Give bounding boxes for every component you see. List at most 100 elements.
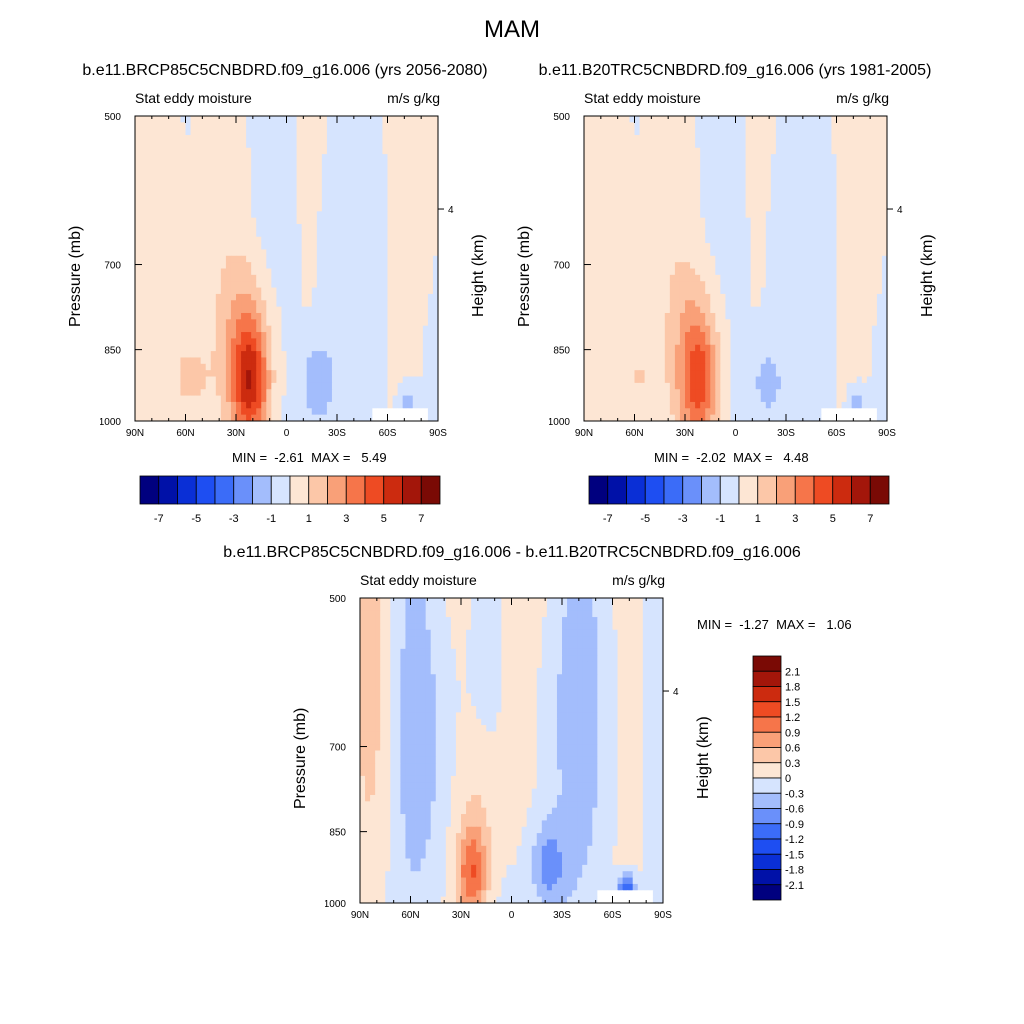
contour-cell xyxy=(700,192,706,199)
contour-cell xyxy=(281,243,287,250)
contour-cell xyxy=(135,243,141,250)
contour-cell xyxy=(871,268,878,276)
contour-cell xyxy=(659,224,666,231)
contour-cell xyxy=(387,408,393,416)
contour-cell xyxy=(871,293,878,301)
contour-cell xyxy=(402,185,409,193)
contour-cell xyxy=(160,262,166,269)
contour-cell xyxy=(291,211,297,219)
contour-cell xyxy=(664,192,671,199)
contour-cell xyxy=(432,147,439,155)
contour-cell xyxy=(200,332,207,339)
contour-cell xyxy=(669,255,676,263)
contour-cell xyxy=(331,306,338,314)
contour-cell xyxy=(236,281,242,288)
contour-cell xyxy=(629,300,635,308)
contour-cell xyxy=(251,135,257,142)
contour-cell xyxy=(286,262,292,269)
contour-cell xyxy=(220,351,227,358)
contour-cell xyxy=(639,192,645,199)
contour-cell xyxy=(321,395,328,403)
contour-cell xyxy=(866,287,873,295)
contour-cell xyxy=(851,204,858,212)
contour-cell xyxy=(861,173,868,180)
contour-cell xyxy=(584,185,590,193)
contour-cell xyxy=(745,312,752,320)
contour-cell xyxy=(871,147,878,155)
contour-cell xyxy=(811,160,817,168)
contour-cell xyxy=(846,293,853,301)
panel-2-variable-label: Stat eddy moisture xyxy=(584,90,701,106)
contour-cell xyxy=(321,116,328,123)
contour-cell xyxy=(251,312,257,320)
contour-cell xyxy=(200,389,207,396)
contour-cell xyxy=(856,128,863,136)
contour-cell xyxy=(806,116,812,123)
contour-cell xyxy=(251,408,257,416)
contour-cell xyxy=(377,389,383,396)
contour-cell xyxy=(306,255,313,263)
contour-cell xyxy=(422,312,429,320)
contour-cell xyxy=(362,293,368,301)
contour-cell xyxy=(266,370,272,377)
contour-cell xyxy=(417,230,424,238)
contour-cell xyxy=(780,224,787,231)
contour-cell xyxy=(382,351,388,358)
contour-cell xyxy=(342,319,348,327)
contour-cell xyxy=(407,230,414,238)
contour-cell xyxy=(185,249,191,257)
contour-cell xyxy=(831,230,837,238)
contour-cell xyxy=(387,306,393,314)
contour-cell xyxy=(649,224,656,231)
contour-cell xyxy=(241,147,247,155)
contour-cell xyxy=(377,357,383,365)
contour-cell xyxy=(301,306,308,314)
contour-cell xyxy=(140,116,146,123)
contour-cell xyxy=(342,236,348,244)
contour-cell xyxy=(876,274,883,282)
contour-cell xyxy=(584,116,590,123)
contour-cell xyxy=(654,154,661,161)
contour-cell xyxy=(205,338,212,346)
contour-cell xyxy=(745,192,752,199)
contour-cell xyxy=(644,319,651,327)
contour-cell xyxy=(745,306,752,314)
contour-cell xyxy=(685,325,691,333)
contour-cell xyxy=(669,312,676,320)
contour-cell xyxy=(326,211,333,219)
contour-cell xyxy=(866,141,873,149)
contour-cell xyxy=(145,179,151,187)
contour-cell xyxy=(841,268,847,276)
contour-cell xyxy=(816,179,822,187)
contour-cell xyxy=(215,198,222,206)
contour-cell xyxy=(397,287,404,295)
contour-cell xyxy=(770,262,777,269)
contour-cell xyxy=(215,274,222,282)
contour-cell xyxy=(826,287,832,295)
contour-cell xyxy=(644,306,651,314)
contour-cell xyxy=(175,224,181,231)
contour-cell xyxy=(700,173,706,180)
contour-cell xyxy=(200,351,207,358)
contour-cell xyxy=(165,293,171,301)
contour-cell xyxy=(791,319,797,327)
contour-cell xyxy=(730,192,736,199)
contour-cell xyxy=(160,249,166,257)
contour-cell xyxy=(215,414,222,422)
contour-cell xyxy=(246,135,252,142)
contour-cell xyxy=(276,287,282,295)
contour-cell xyxy=(765,122,772,130)
contour-cell xyxy=(256,312,262,320)
contour-cell xyxy=(215,408,222,416)
contour-cell xyxy=(760,224,767,231)
contour-cell xyxy=(331,166,338,174)
contour-cell xyxy=(674,166,681,174)
contour-cell xyxy=(725,122,731,130)
contour-cell xyxy=(669,293,676,301)
contour-cell xyxy=(679,274,686,282)
contour-cell xyxy=(316,173,323,180)
contour-cell xyxy=(861,243,868,250)
contour-cell xyxy=(165,135,171,142)
contour-cell xyxy=(160,351,166,358)
contour-cell xyxy=(170,376,176,384)
